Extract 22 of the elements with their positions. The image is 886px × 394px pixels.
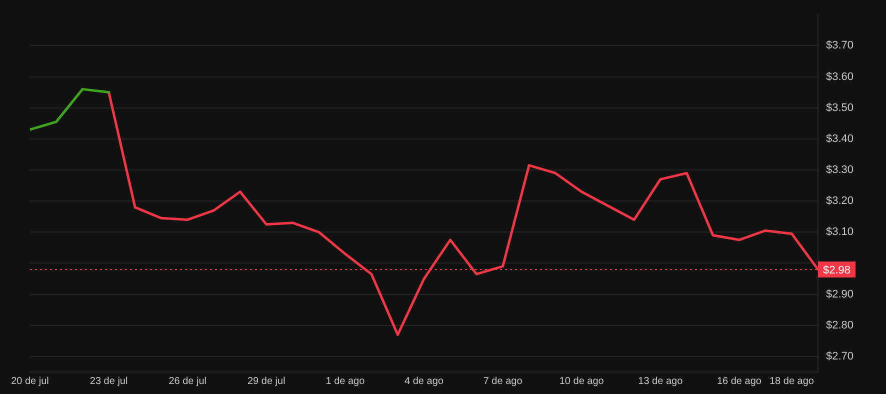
y-tick-label: $3.20: [826, 195, 854, 208]
y-tick-label: $2.70: [826, 350, 854, 362]
x-tick-label: 10 de ago: [559, 376, 604, 387]
x-tick-label: 7 de ago: [483, 376, 523, 387]
y-tick-label: $2.80: [826, 319, 854, 332]
x-tick-label: 18 de ago: [769, 376, 814, 387]
y-tick-label: $3.70: [826, 40, 854, 52]
y-tick-label: $3.10: [826, 226, 854, 238]
y-tick-label: $2.90: [826, 288, 854, 300]
x-tick-label: 4 de ago: [404, 376, 444, 387]
x-tick-label: 13 de ago: [638, 376, 684, 387]
x-tick-label: 26 de jul: [168, 376, 207, 387]
x-tick-label: 16 de ago: [716, 376, 762, 387]
x-tick-label: 20 de jul: [11, 376, 49, 387]
ref-line-label: $2.98: [823, 264, 851, 276]
x-tick-label: 29 de jul: [247, 376, 286, 387]
y-tick-label: $3.30: [826, 164, 854, 176]
x-tick-label: 23 de jul: [90, 376, 128, 387]
y-tick-label: $3.40: [826, 132, 854, 145]
y-tick-label: $3.60: [826, 70, 854, 83]
y-tick-label: $3.50: [826, 102, 854, 114]
x-tick-label: 1 de ago: [326, 376, 366, 387]
